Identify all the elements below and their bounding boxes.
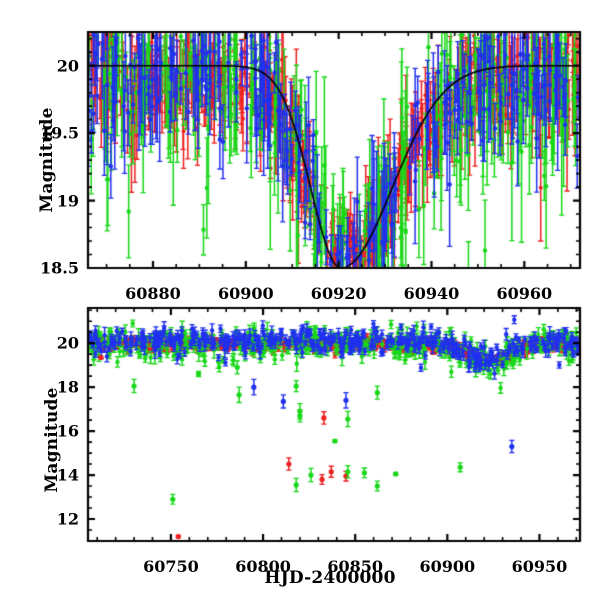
top-panel-xtick-60920: 60920 xyxy=(310,284,367,303)
top-panel-y-axis-title: Magnitude xyxy=(37,107,57,213)
top-panel-ytick-18-5: 18.5 xyxy=(40,258,79,278)
bottom-panel-ytick-12: 12 xyxy=(56,509,79,529)
top-panel-xtick-60900: 60900 xyxy=(217,284,274,303)
bottom-panel-xtick-60900: 60900 xyxy=(419,557,476,576)
top-panel-ytick-20: 20 xyxy=(56,56,79,76)
top-panel-xtick-60960: 60960 xyxy=(496,284,553,303)
bottom-panel-x-axis-title: HJD-2400000 xyxy=(264,568,396,588)
top-panel-ytick-19: 19 xyxy=(56,191,79,211)
bottom-panel-ytick-16: 16 xyxy=(56,421,79,441)
bottom-panel-xtick-60950: 60950 xyxy=(511,557,568,576)
bottom-panel-ytick-14: 14 xyxy=(56,465,79,485)
bottom-panel-ytick-20: 20 xyxy=(56,333,79,353)
bottom-panel-ytick-18: 18 xyxy=(56,377,79,397)
top-panel-xtick-60940: 60940 xyxy=(403,284,460,303)
bottom-panel-xtick-60750: 60750 xyxy=(143,557,199,576)
top-panel-ytick-19-5: 19.5 xyxy=(40,123,79,143)
bottom-panel-xtick-60800: 60800 xyxy=(235,557,291,576)
top-panel-xtick-60880: 60880 xyxy=(125,284,181,303)
bottom-panel-xtick-60850: 60850 xyxy=(327,557,384,576)
